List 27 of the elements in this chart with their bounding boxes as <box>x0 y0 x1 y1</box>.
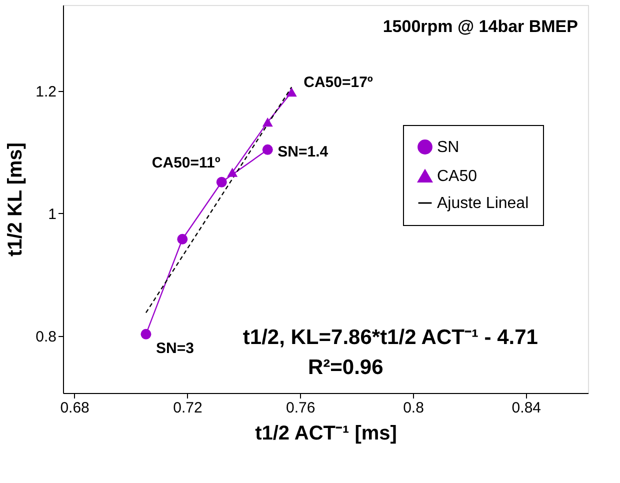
annotation: 1500rpm @ 14bar BMEP <box>382 17 578 36</box>
x-tick-label: 0.72 <box>173 400 202 416</box>
x-tick-label: 0.8 <box>403 400 424 416</box>
y-axis-title: t1/2 KL [ms] <box>4 142 27 257</box>
point <box>177 234 188 244</box>
x-tick-label: 0.84 <box>512 400 542 416</box>
y-tick-label: 1 <box>48 206 56 223</box>
legend-label: SN <box>437 139 460 156</box>
point <box>140 328 152 340</box>
annotation: SN=3 <box>156 340 194 358</box>
y-tick-label: 1.2 <box>36 83 56 100</box>
annotation: CA50=11º <box>152 154 221 172</box>
x-tick-label: 0.76 <box>286 400 316 416</box>
y-tick-label: 0.8 <box>36 328 56 346</box>
x-tick-label: 0.68 <box>60 400 90 416</box>
annotation: SN=1.4 <box>278 144 329 161</box>
point <box>262 118 273 127</box>
legend-label: CA50 <box>437 168 478 185</box>
legend-label: Ajuste Lineal <box>437 195 529 212</box>
annotation: CA50=17º <box>304 74 374 92</box>
point <box>227 168 238 177</box>
point <box>262 144 273 155</box>
point <box>216 176 227 188</box>
annotation: t1/2, KL=7.86*t1/2 ACT⁻¹ - 4.71 <box>242 326 538 349</box>
point <box>286 88 297 97</box>
x-axis-title: t1/2 ACT⁻¹ [ms] <box>255 422 397 444</box>
annotation: R²=0.96 <box>308 356 384 379</box>
